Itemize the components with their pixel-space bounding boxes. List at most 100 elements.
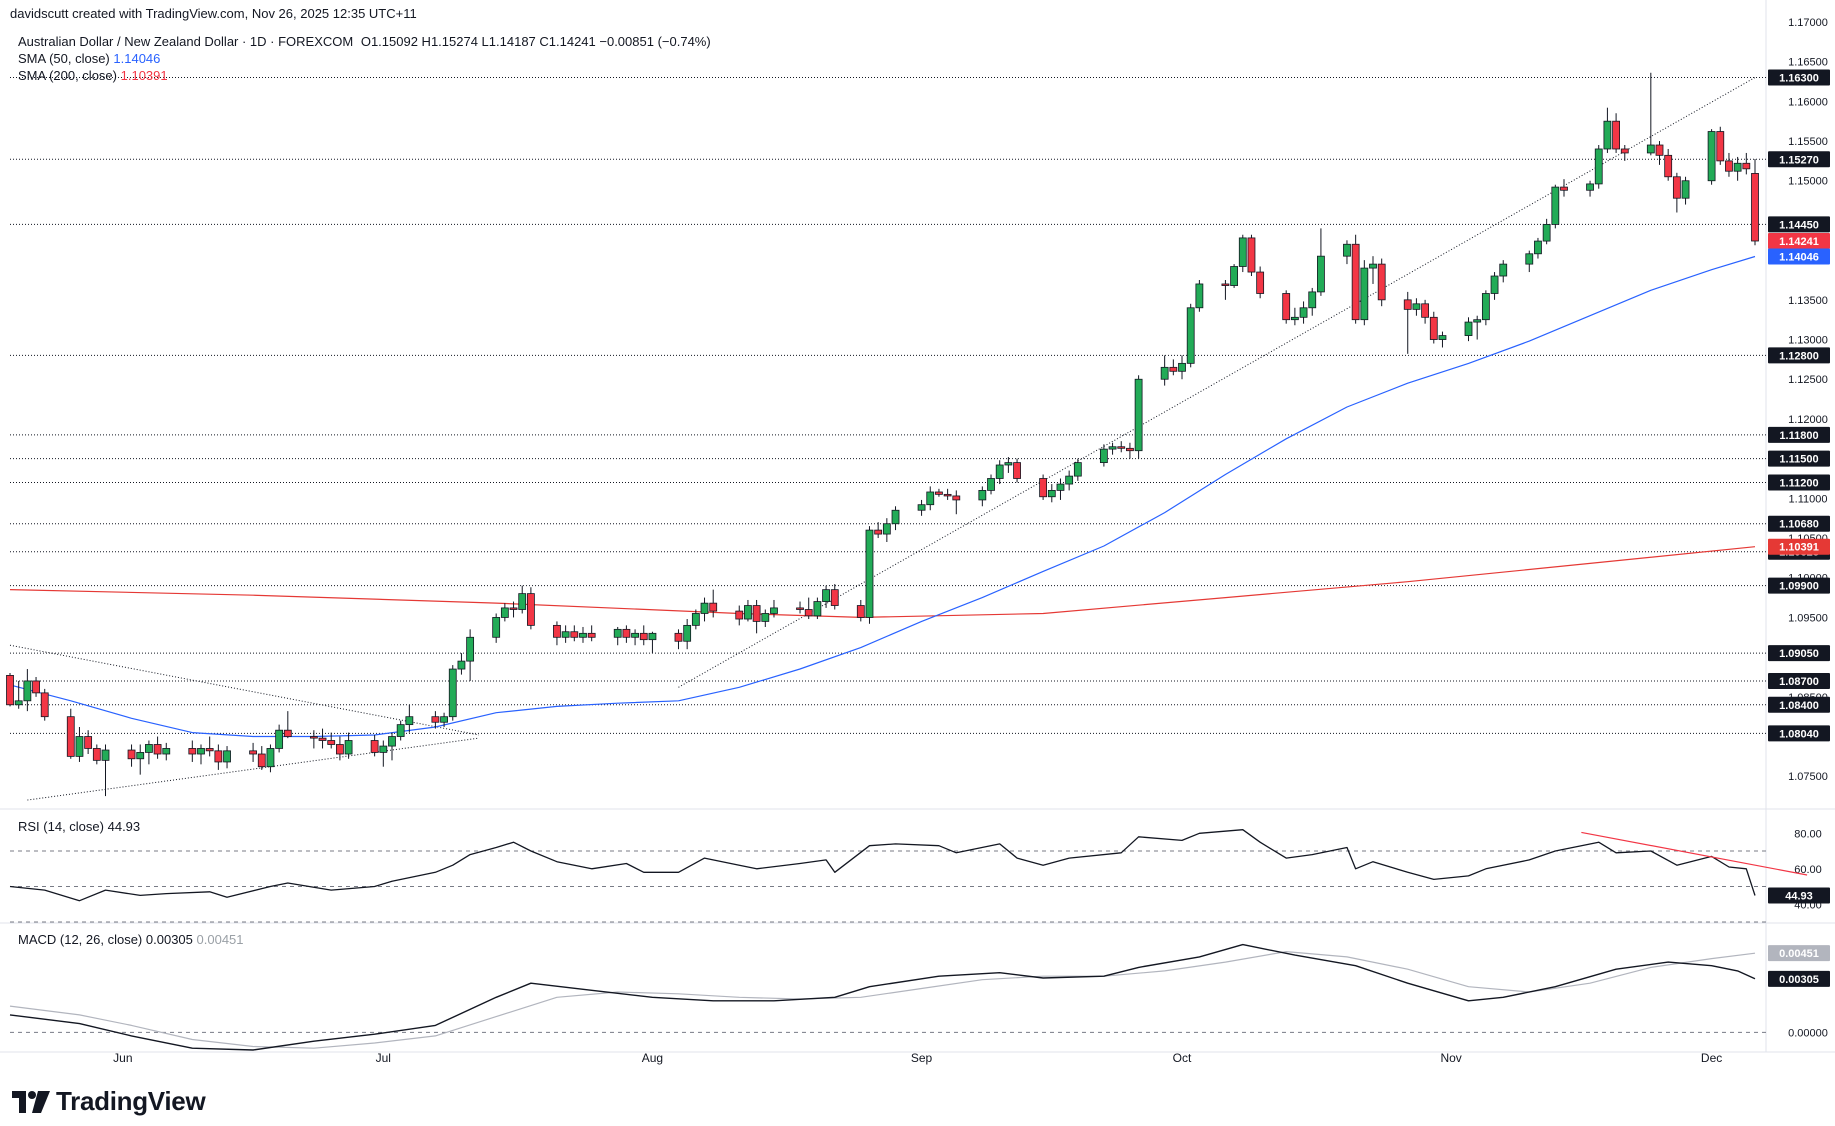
candle-body [744,605,752,620]
candle-body [874,529,883,535]
candle-body [1707,131,1716,182]
candle-body [40,692,49,718]
candle [249,742,257,762]
price-tag-bg [1768,248,1830,265]
candle [1221,279,1230,300]
candle [336,736,344,761]
candle-body [153,744,162,755]
candle-body [1117,446,1126,449]
candle [526,587,535,630]
candle-body [1733,162,1742,172]
candle-body [1308,291,1317,309]
candle [492,613,501,643]
level-tag-bg [1768,577,1830,594]
candle-body [1403,299,1412,310]
candle-body [1299,307,1308,318]
candle-body [1612,120,1620,150]
candle-body [344,740,353,755]
candle-body [197,748,205,755]
candle [188,740,197,762]
candle-body [1438,335,1447,340]
tradingview-logo-text: TradingView [56,1086,206,1116]
candle [1290,307,1299,326]
candle [370,734,379,757]
level-tag-bg [1768,347,1830,364]
candle-body [917,504,926,511]
time-axis-label: Nov [1440,1051,1461,1065]
candle-body [1473,319,1482,323]
signal-value-tag-text: 0.00451 [1779,948,1819,960]
candle [344,732,353,759]
sma50-label: SMA (50, close) [18,51,110,66]
candle [882,518,891,543]
price-tick-label: 1.07500 [1788,771,1828,783]
candle-body [23,680,32,702]
candle-body [1013,462,1021,479]
candle [1742,152,1751,175]
rsi-value-tag-bg [1768,887,1830,904]
candle-body [926,491,935,506]
sma200-legend: SMA (200, close) 1.10391 [18,68,168,83]
candle [1681,176,1690,205]
level-tag: 1.08700 [1768,672,1830,689]
candle-body [32,680,40,694]
level-tag: 1.08400 [1768,696,1830,713]
rsi-divergence-line [1581,831,1808,876]
candle-body [1751,173,1759,242]
candle [127,744,136,767]
candle-body [1377,263,1386,301]
candle-body [101,749,110,761]
signal-value: 0.00451 [196,932,244,947]
candle [1108,442,1117,455]
candle [804,597,813,620]
candle [1065,470,1074,491]
candle [500,603,509,622]
level-tag: 1.08040 [1768,725,1830,742]
candle-body [822,589,830,602]
candle-body [75,736,84,757]
candle-body [127,749,136,760]
candle-body [214,750,223,763]
candle-body [1126,447,1134,452]
candle [1464,317,1473,342]
level-tag: 1.11800 [1768,426,1830,443]
candle-body [995,464,1004,479]
candle [1646,72,1655,156]
candle-body [275,729,284,749]
candle-body [674,632,683,642]
price-tick-label: 1.15500 [1788,136,1828,148]
candle [865,526,874,624]
symbol-title: Australian Dollar / New Zealand Dollar ·… [18,34,354,49]
candle-body [145,744,153,753]
candle [1594,145,1603,189]
candle [1551,184,1560,229]
candle-body [205,748,214,752]
level-tag-bg [1768,69,1830,86]
candle-body [1525,253,1534,265]
rsi-label: RSI (14, close) [18,819,104,834]
candle-body [1464,321,1473,336]
candle-body [440,716,448,723]
candle-body [223,750,231,763]
candle-body [735,610,744,620]
candle [856,599,865,622]
candle-body [1603,120,1612,150]
candle [518,585,527,614]
macd-label: MACD (12, 26, close) [18,932,143,947]
candle-body [1343,243,1351,257]
candle [1099,444,1108,467]
candle-body [943,493,952,497]
tradingview-logo[interactable]: TradingView [12,1086,206,1117]
macd-tick-label: 0.00000 [1788,1027,1828,1039]
main-legend: Australian Dollar / New Zealand Dollar ·… [18,34,711,49]
candle [1612,113,1620,153]
candle-body [648,632,657,641]
candle-body [1351,243,1360,321]
time-axis-label: Dec [1701,1051,1722,1065]
candle [14,680,23,709]
price-tick-label: 1.15000 [1788,176,1828,188]
sma200-label: SMA (200, close) [18,68,117,83]
candle [631,629,639,646]
candle-body [987,478,995,491]
